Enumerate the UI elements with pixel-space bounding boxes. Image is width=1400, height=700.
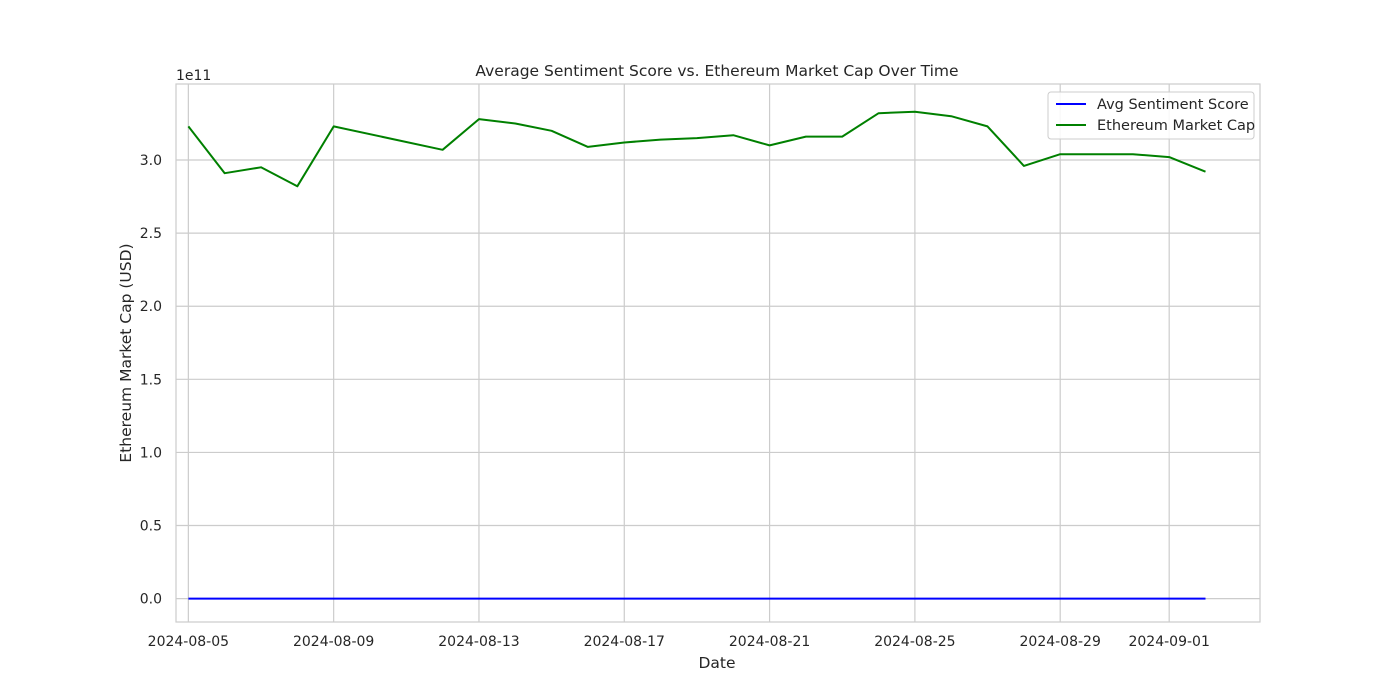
series-lines <box>187 110 1206 600</box>
legend-box <box>1047 91 1255 140</box>
gridlines <box>176 84 1260 622</box>
y-tick-label: 1.0 <box>140 445 162 461</box>
x-tick-label: 2024-08-29 <box>1020 634 1101 650</box>
y-tick-label: 3.0 <box>140 153 162 169</box>
legend-label-ethereum-market-cap: Ethereum Market Cap <box>1097 118 1255 134</box>
plot-frame <box>175 83 1261 623</box>
y-tick-label: 0.5 <box>140 519 162 535</box>
series-line-ethereum-market-cap <box>187 110 1206 188</box>
x-axis-title: Date <box>698 654 735 672</box>
chart-title: Average Sentiment Score vs. Ethereum Mar… <box>475 62 958 80</box>
x-tick-label: 2024-08-09 <box>293 634 374 650</box>
y-offset-label: 1e11 <box>176 68 211 84</box>
legend: Avg Sentiment Score Ethereum Market Cap <box>1047 91 1255 140</box>
y-axis-ticks: 0.0 0.5 1.0 1.5 2.0 2.5 3.0 <box>140 153 162 608</box>
y-tick-label: 1.5 <box>140 372 162 388</box>
x-tick-label: 2024-09-01 <box>1128 634 1209 650</box>
y-tick-label: 0.0 <box>140 592 162 608</box>
y-tick-label: 2.5 <box>140 226 162 242</box>
x-tick-label: 2024-08-17 <box>584 634 665 650</box>
x-tick-label: 2024-08-25 <box>874 634 955 650</box>
y-tick-label: 2.0 <box>140 299 162 315</box>
x-tick-label: 2024-08-13 <box>438 634 519 650</box>
legend-label-avg-sentiment: Avg Sentiment Score <box>1097 97 1249 113</box>
x-axis-ticks: 2024-08-05 2024-08-09 2024-08-13 2024-08-17… <box>148 634 1210 650</box>
x-tick-label: 2024-08-05 <box>148 634 229 650</box>
x-tick-label: 2024-08-21 <box>729 634 810 650</box>
y-axis-title: Ethereum Market Cap (USD) <box>117 243 135 462</box>
